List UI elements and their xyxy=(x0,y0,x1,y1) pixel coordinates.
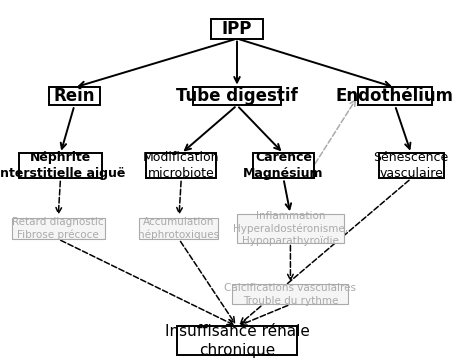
FancyBboxPatch shape xyxy=(177,327,297,355)
FancyBboxPatch shape xyxy=(232,284,348,304)
FancyBboxPatch shape xyxy=(12,218,105,239)
FancyBboxPatch shape xyxy=(193,87,281,105)
FancyBboxPatch shape xyxy=(18,154,102,178)
FancyBboxPatch shape xyxy=(379,154,444,178)
Text: Insuffisance rénale
chronique: Insuffisance rénale chronique xyxy=(164,324,310,357)
FancyBboxPatch shape xyxy=(253,154,314,178)
Text: Néphrite
interstitielle aiguë: Néphrite interstitielle aiguë xyxy=(0,151,125,181)
FancyBboxPatch shape xyxy=(146,154,216,178)
Text: Tube digestif: Tube digestif xyxy=(176,87,298,106)
Text: Sénescence
vasculaire: Sénescence vasculaire xyxy=(374,151,449,181)
FancyBboxPatch shape xyxy=(49,87,100,105)
Text: Rein: Rein xyxy=(54,87,95,106)
Text: Accumulation
néphrotoxiques: Accumulation néphrotoxiques xyxy=(138,217,219,240)
Text: Carence
Magnésium: Carence Magnésium xyxy=(243,151,324,181)
Text: Modification
microbiote: Modification microbiote xyxy=(143,151,219,181)
FancyBboxPatch shape xyxy=(211,19,263,39)
Text: Endothélium: Endothélium xyxy=(336,87,454,106)
Text: Calcifications vasculaires
Trouble du rythme: Calcifications vasculaires Trouble du ry… xyxy=(224,283,356,305)
FancyBboxPatch shape xyxy=(139,218,219,239)
Text: IPP: IPP xyxy=(222,20,252,37)
FancyBboxPatch shape xyxy=(237,214,344,243)
Text: Inflammation
Hyperaldostéronisme,
Hypoparathyroïdie: Inflammation Hyperaldostéronisme, Hypopa… xyxy=(233,211,348,246)
FancyBboxPatch shape xyxy=(358,87,432,105)
Text: Retard diagnostic
Fibrose précoce: Retard diagnostic Fibrose précoce xyxy=(12,217,104,240)
